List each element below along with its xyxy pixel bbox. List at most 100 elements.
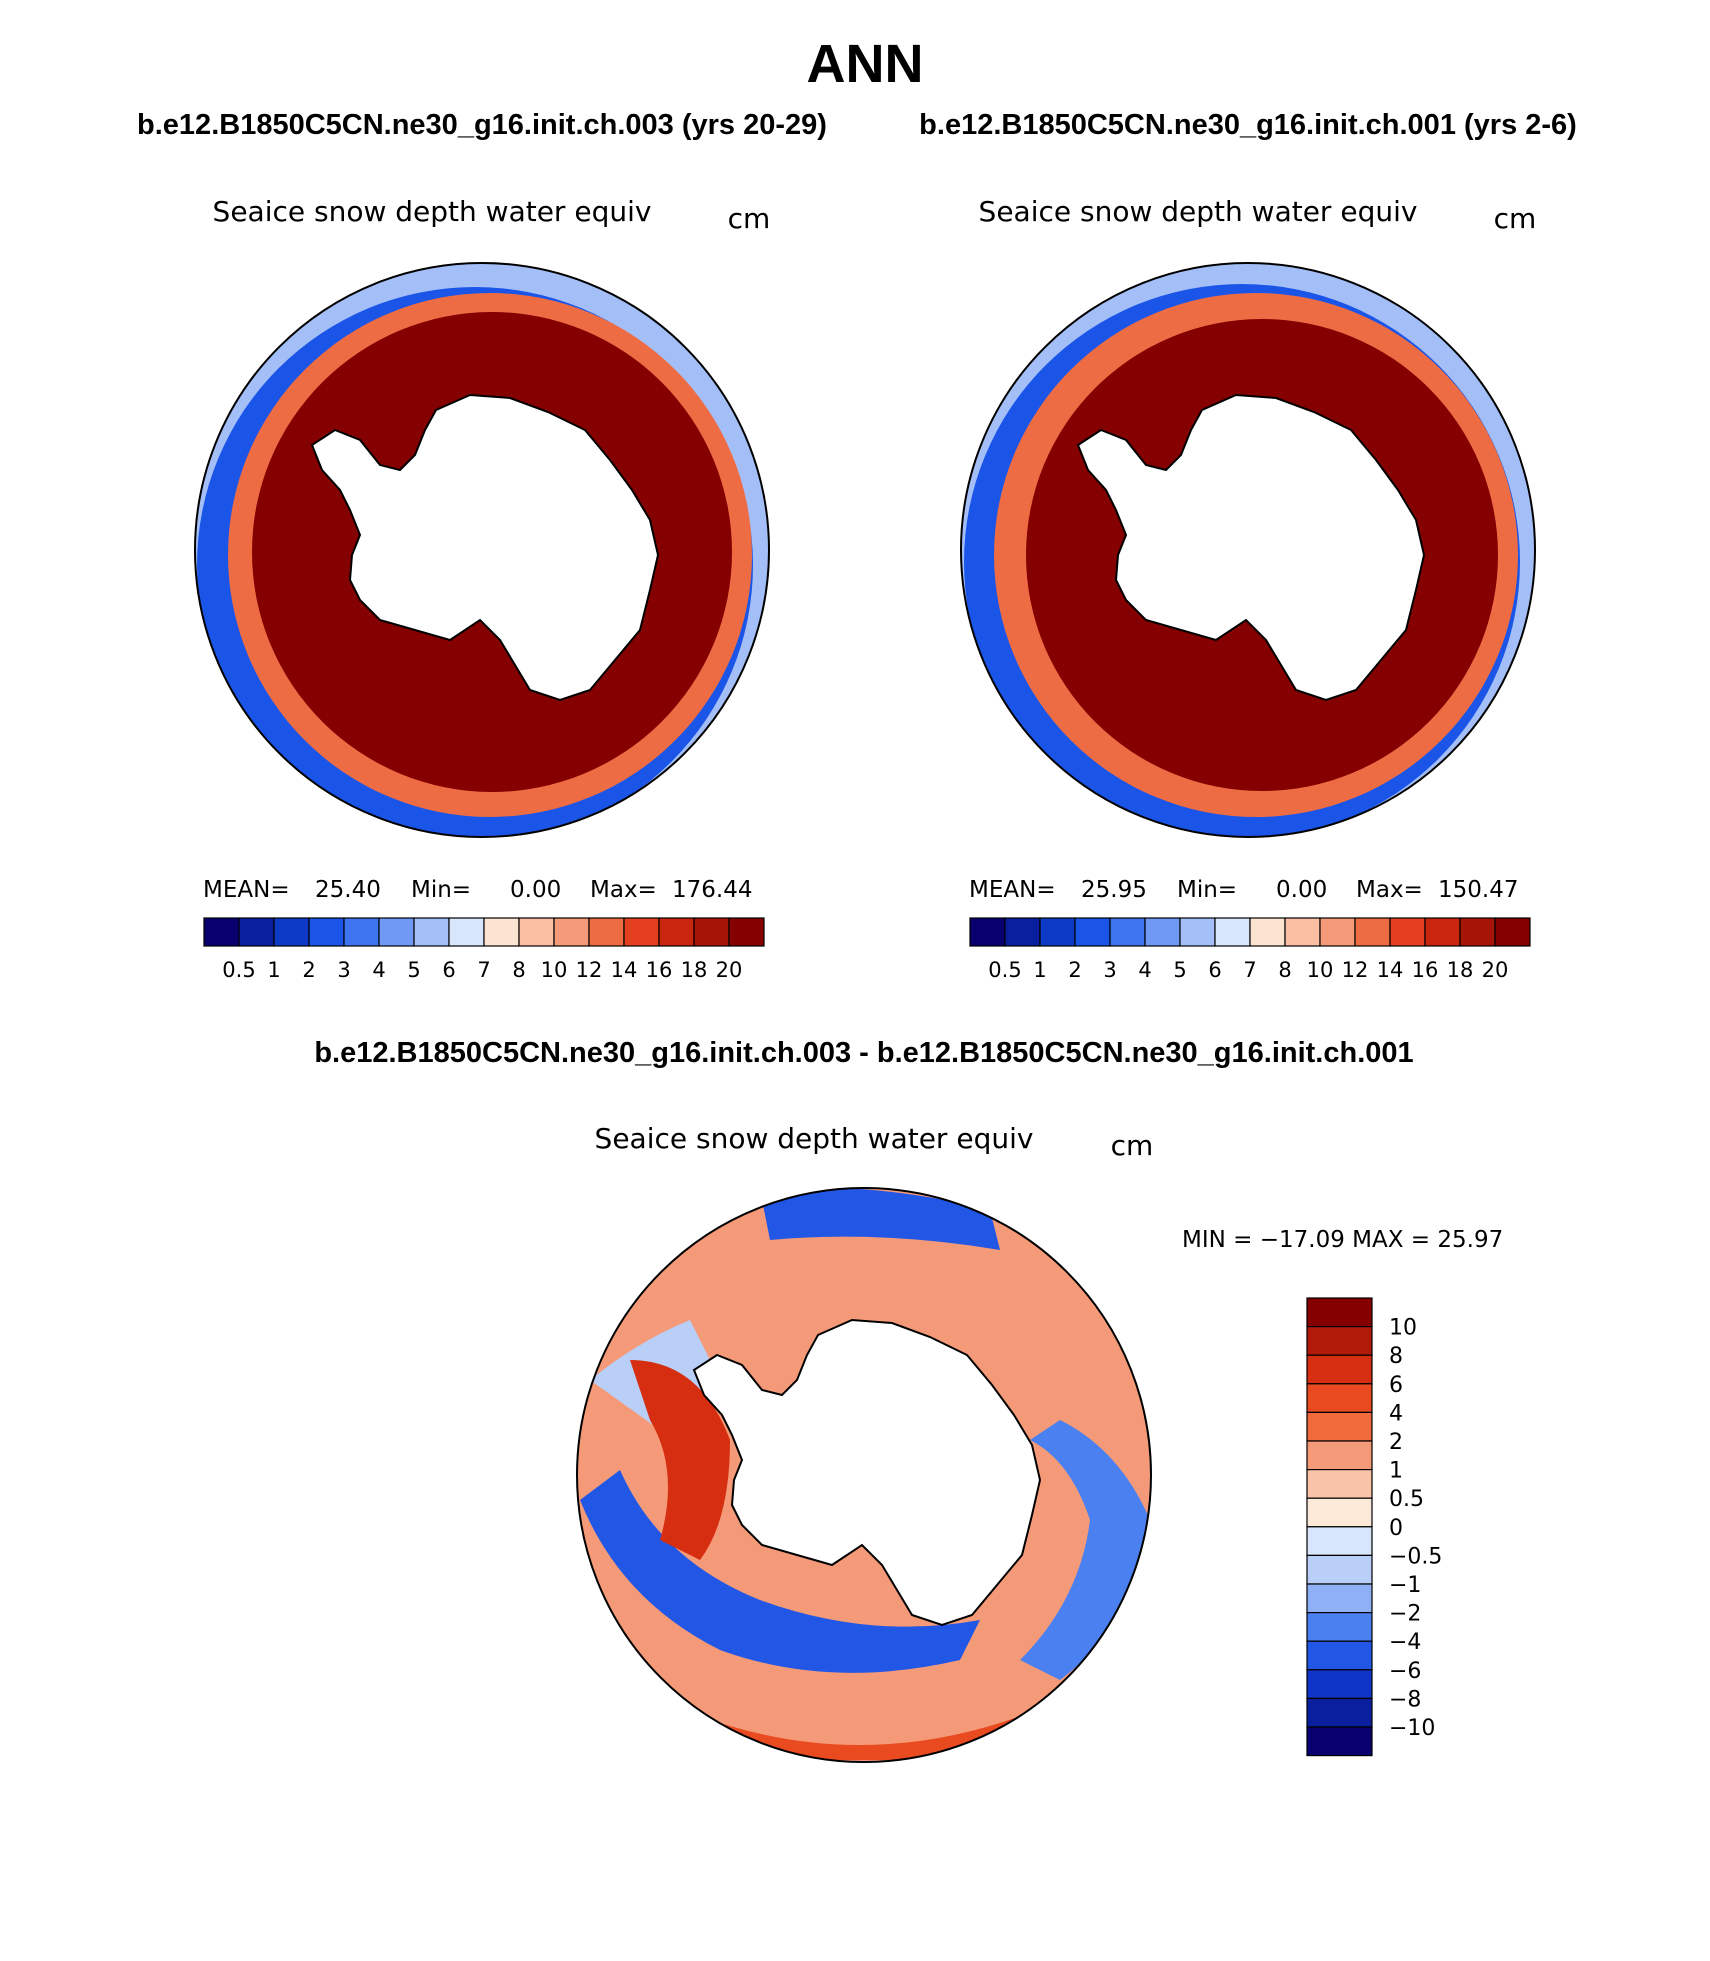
panel2-min-label: Min=	[1177, 877, 1237, 903]
panel2-colorbar-box	[1249, 917, 1286, 947]
diff-colorbar-box	[1306, 1697, 1373, 1728]
panel2-colorbar-label: 0.5	[988, 958, 1021, 982]
diff-red-west	[630, 1360, 730, 1560]
diff-variable-title: Seaice snow depth water equiv	[595, 1122, 1034, 1155]
diff-colorbar-box	[1306, 1611, 1373, 1642]
panel1-colorbar-box	[658, 917, 695, 947]
diff-units: cm	[1111, 1129, 1154, 1162]
panel2-colorbar-box	[1424, 917, 1461, 947]
diff-colorbar-label: 1	[1389, 1459, 1403, 1484]
diff-blue-north	[760, 1188, 1000, 1250]
diff-map	[577, 1188, 1151, 1762]
panel1-colorbar-box	[343, 917, 380, 947]
panel2-units: cm	[1494, 202, 1537, 235]
panel2-mean-value: 25.95	[1081, 877, 1147, 903]
diff-colorbar-box	[1306, 1325, 1373, 1356]
panel1-case-label: b.e12.B1850C5CN.ne30_g16.init.ch.003 (yr…	[137, 109, 827, 141]
panel1-mean-value: 25.40	[315, 877, 381, 903]
diff-colorbar-box	[1306, 1468, 1373, 1499]
panel1-colorbar-label: 10	[541, 958, 568, 982]
diff-colorbar-label: 6	[1389, 1373, 1403, 1398]
panel2-colorbar-label: 18	[1447, 958, 1474, 982]
panel1-min-value: 0.00	[510, 877, 561, 903]
panel1-variable-title: Seaice snow depth water equiv	[213, 195, 652, 228]
panel1-colorbar-box	[448, 917, 485, 947]
panel1-colorbar-label: 3	[337, 958, 350, 982]
diff-colorbar-label: −8	[1389, 1687, 1421, 1712]
diff-minmax: MIN = −17.09 MAX = 25.97	[1182, 1227, 1503, 1253]
panel2-colorbar-box	[1004, 917, 1041, 947]
panel2-colorbar-label: 4	[1138, 958, 1151, 982]
page-title: ANN	[807, 34, 924, 94]
panel1-colorbar-label: 12	[576, 958, 603, 982]
panel2-min-value: 0.00	[1276, 877, 1327, 903]
panel1-map-border	[194, 262, 770, 838]
diff-colorbar-box	[1306, 1354, 1373, 1385]
panel2-colorbar-label: 20	[1482, 958, 1509, 982]
panel2-colorbar-box	[1074, 917, 1111, 947]
panel2-colorbar-box	[1354, 917, 1391, 947]
panel1-colorbar-box	[483, 917, 520, 947]
diff-colorbar-label: −0.5	[1389, 1544, 1442, 1569]
panel1-colorbar-box	[553, 917, 590, 947]
diff-colorbar-label: −2	[1389, 1602, 1421, 1627]
panel1-colorbar-label: 20	[716, 958, 743, 982]
diff-colorbar-box	[1306, 1554, 1373, 1585]
panel2-mean-label: MEAN=	[969, 877, 1056, 903]
panel1-colorbar-label: 18	[681, 958, 708, 982]
panel2-colorbar-box	[1109, 917, 1146, 947]
panel1-colorbar-label: 5	[407, 958, 420, 982]
diff-colorbar-box	[1306, 1383, 1373, 1414]
panel2-colorbar-label: 7	[1243, 958, 1256, 982]
panel2-colorbar-label: 5	[1173, 958, 1186, 982]
panel2-colorbar-box	[1459, 917, 1496, 947]
panel2-colorbar: 0.5 1 2 3 4 5 6 7 8 10 12 14 16 18 20	[969, 917, 1531, 982]
panel1-colorbar-box	[308, 917, 345, 947]
panel2-colorbar-label: 12	[1342, 958, 1369, 982]
diff-colorbar: 10 8 6 4 2 1 0.5 0 −0.5 −1 −2 −4 −6 −8 −10	[1306, 1297, 1442, 1757]
diff-colorbar-label: 10	[1389, 1316, 1417, 1341]
panel2-variable-title: Seaice snow depth water equiv	[979, 195, 1418, 228]
panel2-colorbar-box	[1389, 917, 1426, 947]
panel1-colorbar-label: 2	[302, 958, 315, 982]
diff-colorbar-label: −4	[1389, 1630, 1421, 1655]
diff-blue-south	[580, 1470, 980, 1673]
panel2-colorbar-box	[1214, 917, 1251, 947]
panel2-case-label: b.e12.B1850C5CN.ne30_g16.init.ch.001 (yr…	[919, 109, 1577, 141]
panel1-colorbar-box	[413, 917, 450, 947]
panel2-colorbar-box	[1319, 917, 1356, 947]
panel1-max-label: Max=	[590, 877, 657, 903]
panel1-colorbar-box	[378, 917, 415, 947]
diff-panel: Seaice snow depth water equiv cm MIN = −…	[576, 1122, 1503, 1763]
panel1-colorbar-label: 4	[372, 958, 385, 982]
panel2-colorbar-box	[1494, 917, 1531, 947]
panel1-colorbar-label: 8	[512, 958, 525, 982]
panel1-colorbar-box	[728, 917, 765, 947]
diff-colorbar-label: −6	[1389, 1659, 1421, 1684]
diff-case-label: b.e12.B1850C5CN.ne30_g16.init.ch.003 - b…	[314, 1037, 1413, 1069]
panel1-colorbar-box	[203, 917, 240, 947]
panel1-colorbar-label: 0.5	[222, 958, 255, 982]
panel2-colorbar-label: 16	[1412, 958, 1439, 982]
diff-colorbar-box	[1306, 1440, 1373, 1471]
panel1-colorbar-box	[273, 917, 310, 947]
panel1-mean-label: MEAN=	[203, 877, 290, 903]
diff-colorbar-box	[1306, 1669, 1373, 1700]
panel2-map-border	[960, 262, 1536, 838]
panel1-colorbar-box	[588, 917, 625, 947]
panel2-map	[961, 263, 1535, 837]
panel1-colorbar-label: 14	[611, 958, 638, 982]
diff-colorbar-box	[1306, 1640, 1373, 1671]
panel2-antarctica	[1076, 393, 1426, 702]
panel1-map	[195, 263, 769, 837]
panel1-colorbar-label: 1	[267, 958, 280, 982]
diff-colorbar-label: 8	[1389, 1344, 1403, 1369]
panel2-max-label: Max=	[1356, 877, 1423, 903]
panel2-colorbar-label: 1	[1033, 958, 1046, 982]
panel1-units: cm	[728, 202, 771, 235]
panel2-stats: MEAN= 25.95 Min= 0.00 Max= 150.47	[969, 877, 1518, 903]
panel1-colorbar-label: 6	[442, 958, 455, 982]
panel2: Seaice snow depth water equiv cm MEAN= 2…	[960, 195, 1537, 982]
panel1-colorbar-box	[623, 917, 660, 947]
panel2-colorbar-box	[1144, 917, 1181, 947]
